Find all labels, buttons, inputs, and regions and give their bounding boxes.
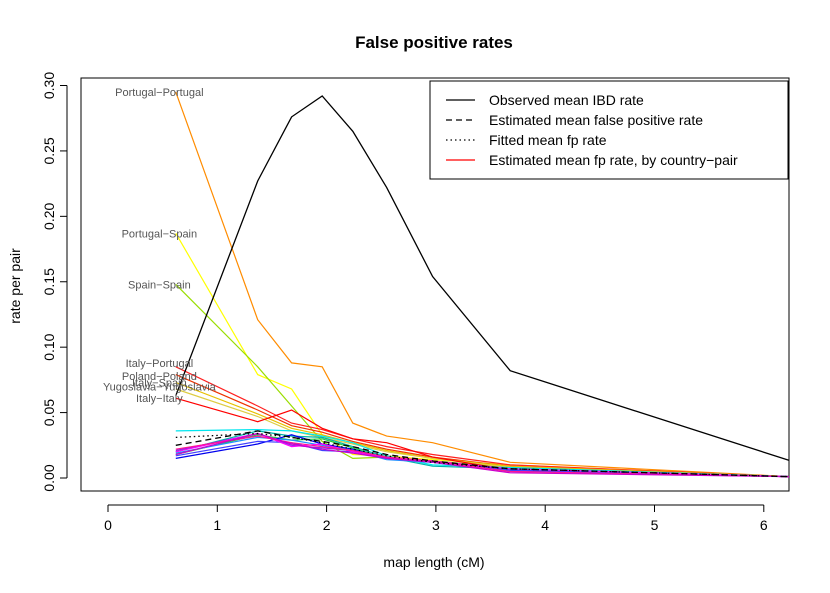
x-axis-label: map length (cM) (383, 554, 484, 570)
x-tick-label: 6 (760, 517, 768, 533)
y-tick-label: 0.10 (41, 333, 57, 360)
x-tick-label: 2 (323, 517, 331, 533)
annotations: Portugal−Portugal Portugal−Spain Spain−Spa… (103, 87, 217, 405)
series-annotation: Portugal−Portugal (115, 87, 203, 99)
series-line (175, 435, 789, 478)
legend: Observed mean IBD rate Estimated mean fal… (429, 80, 789, 180)
x-tick-label: 3 (432, 517, 440, 533)
y-axis-label: rate per pair (7, 248, 23, 324)
y-tick-label: 0.20 (41, 203, 57, 230)
series-annotation: Spain−Spain (128, 279, 191, 291)
series-lines (175, 91, 789, 478)
series-line (175, 436, 789, 478)
series-line (175, 232, 789, 478)
legend-label: Estimated mean fp rate, by country−pair (489, 152, 738, 168)
series-line (175, 95, 789, 462)
series-line (175, 91, 789, 478)
series-line (175, 388, 789, 478)
series-annotation: Italy−Italy (136, 393, 183, 405)
x-tick-label: 5 (651, 517, 659, 533)
legend-label: Estimated mean false positive rate (489, 112, 703, 128)
y-tick-label: 0.25 (41, 137, 57, 164)
series-line (175, 283, 789, 478)
axes: 0 1 2 3 4 5 6 0.00 0.05 0.10 0.15 0.20 0.25 0.30 (41, 72, 768, 533)
series-annotation: Portugal−Spain (122, 228, 198, 240)
legend-label: Observed mean IBD rate (489, 92, 644, 108)
x-tick-label: 4 (541, 517, 549, 533)
series-annotation: Italy−Spain (132, 377, 187, 389)
plot-frame (80, 77, 790, 492)
x-tick-label: 1 (213, 517, 221, 533)
chart-title: False positive rates (355, 33, 513, 52)
y-tick-label: 0.15 (41, 268, 57, 295)
series-annotation: Yugoslavia−Yugoslavia (103, 381, 217, 393)
series-line (175, 432, 789, 478)
y-tick-label: 0.00 (41, 464, 57, 491)
series-line (175, 366, 789, 478)
x-tick-label: 0 (104, 517, 112, 533)
legend-box (429, 80, 789, 180)
y-tick-label: 0.05 (41, 399, 57, 426)
series-annotation: Poland−Poland (122, 371, 197, 383)
series-line (175, 432, 789, 478)
legend-label: Fitted mean fp rate (489, 132, 607, 148)
y-tick-label: 0.30 (41, 72, 57, 99)
series-annotation: Italy−Portugal (126, 358, 194, 370)
